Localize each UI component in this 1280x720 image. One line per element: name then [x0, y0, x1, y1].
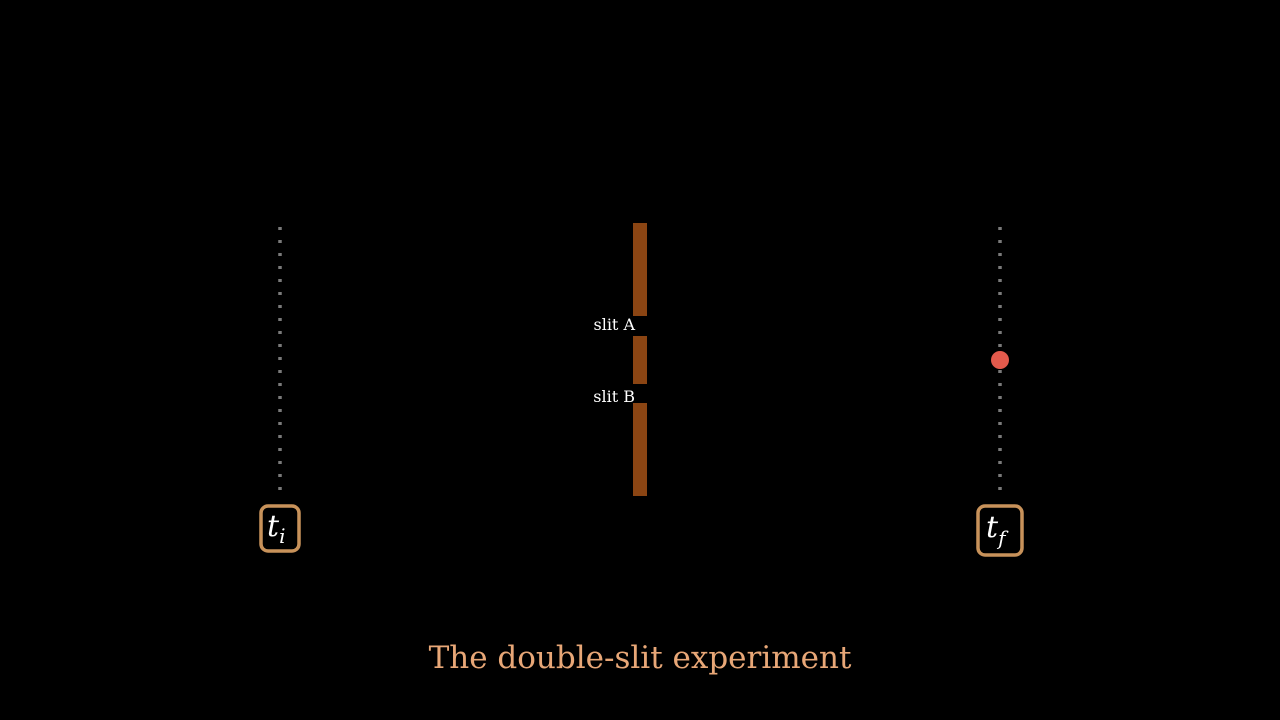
barrier-middle: [633, 336, 647, 384]
svg-text:ti: ti: [267, 509, 285, 548]
final-time-box: tf: [976, 504, 1024, 557]
slit-a-label: slit A: [593, 315, 635, 334]
slit-b-label: slit B: [593, 387, 635, 406]
caption: The double-slit experiment: [429, 640, 852, 676]
barrier-bottom: [633, 403, 647, 496]
initial-time-base: t: [267, 509, 280, 544]
initial-time-subscript: i: [279, 524, 285, 548]
final-time-base: t: [986, 510, 999, 545]
barrier-top: [633, 223, 647, 316]
initial-time-box: ti: [259, 504, 301, 553]
particle-dot: [991, 351, 1009, 369]
